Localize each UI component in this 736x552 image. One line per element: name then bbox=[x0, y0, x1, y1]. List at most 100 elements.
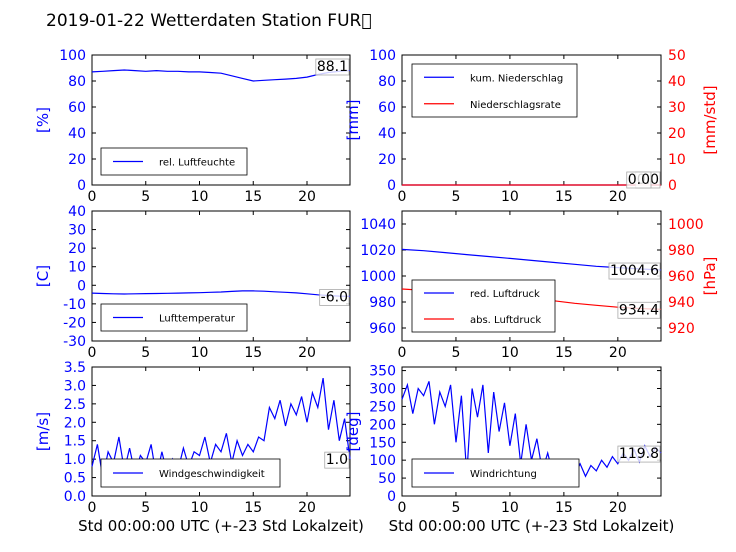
y-tick-label: 250 bbox=[369, 399, 396, 415]
y-axis-label: [m/s] bbox=[34, 412, 52, 451]
x-tick-label: 20 bbox=[609, 189, 627, 205]
y-tick-label: 2.5 bbox=[64, 397, 86, 413]
series-line bbox=[91, 290, 351, 297]
x-tick-label: 0 bbox=[398, 189, 407, 205]
last-value-box bbox=[608, 262, 661, 280]
legend-label: kum. Niederschlag bbox=[470, 73, 563, 84]
x-tick-label: 15 bbox=[244, 189, 262, 205]
last-value-label: 0.0 bbox=[628, 172, 650, 188]
y-tick-label: 100 bbox=[59, 48, 86, 64]
y-axis-label: [mm] bbox=[344, 100, 362, 141]
y-tick-label: 0 bbox=[387, 178, 396, 194]
x-tick-label: 10 bbox=[191, 500, 209, 516]
y-tick-label: 0 bbox=[387, 489, 396, 505]
y-tick-label: 980 bbox=[369, 295, 396, 311]
y-right-tick-label: 940 bbox=[668, 295, 695, 311]
x-tick-label: 0 bbox=[88, 345, 97, 361]
x-tick-label: 15 bbox=[555, 500, 573, 516]
y-right-tick-label: 20 bbox=[668, 126, 686, 142]
panel-wind_speed: 0 5 10 15 20 0.0 0.5 1.0 1.5 2.0 2.5 3.0 3.5 [m/s] Std… bbox=[34, 360, 364, 535]
legend-label: Windgeschwindigkeit bbox=[159, 469, 265, 480]
series-line bbox=[91, 69, 351, 82]
last-value-label: 934.4 bbox=[619, 302, 659, 318]
y-tick-label: 80 bbox=[68, 74, 86, 90]
legend-label: abs. Luftdruck bbox=[470, 315, 541, 326]
last-value-label: -6.0 bbox=[321, 289, 348, 305]
y-tick-label: 1.5 bbox=[64, 434, 86, 450]
x-tick-label: 20 bbox=[609, 345, 627, 361]
x-tick-label: 5 bbox=[141, 500, 150, 516]
legend-box bbox=[411, 63, 578, 118]
y-right-tick-label: 980 bbox=[668, 243, 695, 259]
y-tick-label: 1.0 bbox=[64, 452, 86, 468]
y-tick-label: 0.5 bbox=[64, 471, 86, 487]
panel-precipitation: 0 5 10 15 20 0 20 40 60 80 100 0 10 20 30 40 50 [mm] [mm/s… bbox=[344, 48, 719, 205]
y-tick-label: 40 bbox=[378, 126, 396, 142]
y-tick-label: 300 bbox=[369, 382, 396, 398]
y-tick-label: 20 bbox=[68, 152, 86, 168]
y-axis-right-label: [hPa] bbox=[701, 257, 719, 296]
figure-title: 2019-01-22 Wetterdaten Station FUR  bbox=[46, 11, 372, 31]
y-axis-label: [C] bbox=[34, 265, 52, 287]
last-value-box bbox=[315, 58, 350, 76]
x-tick-label: 10 bbox=[501, 500, 519, 516]
y-tick-label: 20 bbox=[378, 152, 396, 168]
y-tick-label: 100 bbox=[369, 48, 396, 64]
x-tick-label: 15 bbox=[555, 189, 573, 205]
y-tick-label: -20 bbox=[63, 315, 86, 331]
last-value-box bbox=[617, 445, 661, 463]
y-tick-label: -30 bbox=[63, 334, 86, 350]
y-tick-label: 40 bbox=[68, 126, 86, 142]
last-value-label: 1.0 bbox=[326, 452, 348, 468]
y-tick-label: 150 bbox=[369, 435, 396, 451]
y-tick-label: 100 bbox=[369, 453, 396, 469]
legend-label: Lufttemperatur bbox=[159, 314, 236, 325]
legend-label: rel. Luftfeuchte bbox=[159, 158, 235, 169]
y-right-tick-label: 50 bbox=[668, 48, 686, 64]
y-tick-label: 0 bbox=[77, 278, 86, 294]
y-right-tick-label: 10 bbox=[668, 152, 686, 168]
y-right-tick-label: 960 bbox=[668, 269, 695, 285]
panel-humidity: 0 5 10 15 20 0 20 40 60 80 100 [%] rel. Luftfeuchte 8… bbox=[34, 48, 351, 205]
x-tick-label: 10 bbox=[501, 345, 519, 361]
y-tick-label: 0.0 bbox=[64, 489, 86, 505]
y-tick-label: 3.5 bbox=[64, 360, 86, 376]
last-value-box bbox=[319, 289, 350, 306]
panel-pressure: 0 5 10 15 20 960 980 1000 1020 1040 920 940 960 980 10… bbox=[360, 210, 719, 361]
legend-label: Windrichtung bbox=[470, 469, 537, 480]
last-value-label: 88.1 bbox=[317, 59, 348, 75]
y-axis-label: [deg] bbox=[344, 412, 362, 452]
y-tick-label: 10 bbox=[68, 260, 86, 276]
x-tick-label: 20 bbox=[298, 500, 316, 516]
x-tick-label: 0 bbox=[398, 345, 407, 361]
y-tick-label: 350 bbox=[369, 364, 396, 380]
x-tick-label: 0 bbox=[88, 500, 97, 516]
x-tick-label: 20 bbox=[298, 189, 316, 205]
legend-label: Niederschlagsrate bbox=[470, 100, 561, 111]
x-tick-label: 5 bbox=[451, 345, 460, 361]
y-tick-label: 200 bbox=[369, 417, 396, 433]
x-tick-label: 10 bbox=[191, 345, 209, 361]
y-tick-label: 20 bbox=[68, 241, 86, 257]
y-tick-label: 3.0 bbox=[64, 378, 86, 394]
x-axis-label: Std 00:00:00 UTC (+-23 Std Lokalzeit) bbox=[389, 517, 675, 535]
last-value-box bbox=[324, 451, 350, 469]
y-right-tick-label: 40 bbox=[668, 74, 686, 90]
y-tick-label: 80 bbox=[378, 74, 396, 90]
y-tick-label: 40 bbox=[68, 204, 86, 220]
x-tick-label: 15 bbox=[555, 345, 573, 361]
last-value-box bbox=[626, 171, 652, 189]
x-tick-label: 10 bbox=[501, 189, 519, 205]
x-tick-label: 20 bbox=[609, 500, 627, 516]
y-axis-right-label: [mm/std] bbox=[701, 85, 719, 154]
y-tick-label: 1040 bbox=[360, 217, 396, 233]
x-tick-label: 0 bbox=[88, 189, 97, 205]
x-tick-label: 0 bbox=[398, 500, 407, 516]
y-right-tick-label: 1000 bbox=[668, 217, 704, 233]
y-tick-label: 1000 bbox=[360, 269, 396, 285]
last-value-label: 119.8 bbox=[619, 446, 659, 462]
legend-box bbox=[411, 279, 556, 333]
y-right-tick-label: 30 bbox=[668, 100, 686, 116]
